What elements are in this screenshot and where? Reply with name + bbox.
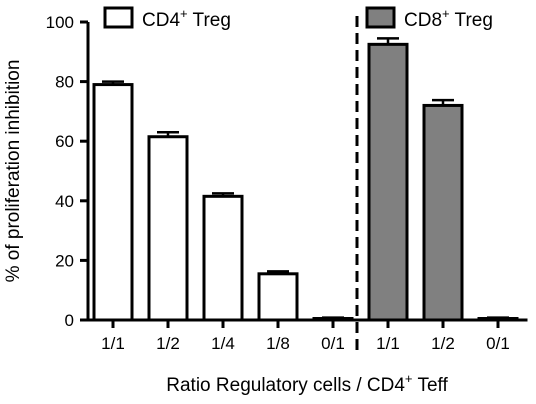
x-axis-title: Ratio Regulatory cells / CD4+ Teff <box>166 371 448 396</box>
legend-swatch-0 <box>103 6 134 29</box>
y-axis-title: % of proliferation inhibition <box>3 60 24 283</box>
legend-label-main-1: CD8 <box>404 10 442 31</box>
tick-labels: 0 20 40 60 80 100 1/1 1/2 1/4 1/8 0/1 1/1 1/2 0/1 Rati… <box>3 13 510 396</box>
x-tick-label-g0-2: 1/4 <box>211 334 235 353</box>
y-tick-label-0: 0 <box>65 311 74 330</box>
bar-g0-3 <box>257 272 299 322</box>
y-tick-label-3: 60 <box>55 132 74 151</box>
x-axis-title-sup: + <box>405 371 413 386</box>
legend-label-tail-1: Treg <box>450 10 493 31</box>
bar-g1-1 <box>422 103 464 322</box>
bar-g0-1 <box>147 135 189 322</box>
y-tick-label-4: 80 <box>55 73 74 92</box>
bar-g0-2 <box>202 194 244 322</box>
y-tick-label-5: 100 <box>46 13 74 32</box>
bar-g0-0 <box>92 83 134 322</box>
x-tick-label-g0-3: 1/8 <box>266 334 290 353</box>
bar-g1-0 <box>367 42 409 322</box>
legend-label-main-0: CD4 <box>142 10 180 31</box>
x-tick-label-g1-1: 1/2 <box>431 334 455 353</box>
legend-label-1: CD8+ Treg <box>404 6 493 31</box>
x-tick-label-g0-4: 0/1 <box>321 334 345 353</box>
legend: CD4+ Treg CD8+ Treg <box>103 6 493 31</box>
bars <box>92 37 519 322</box>
y-tick-label-2: 40 <box>55 192 74 211</box>
y-tick-label-1: 20 <box>55 251 74 270</box>
legend-swatch-1 <box>365 6 396 29</box>
x-axis-title-main: Ratio Regulatory cells / CD4 <box>166 375 405 396</box>
legend-label-sup-0: + <box>180 6 188 21</box>
legend-label-sup-1: + <box>442 6 450 21</box>
x-axis-title-tail: Teff <box>413 375 449 396</box>
legend-label-tail-0: Treg <box>188 10 231 31</box>
x-tick-label-g1-0: 1/1 <box>376 334 400 353</box>
legend-label-0: CD4+ Treg <box>142 6 231 31</box>
x-tick-label-g0-0: 1/1 <box>101 334 125 353</box>
x-tick-label-g1-2: 0/1 <box>486 334 510 353</box>
x-tick-label-g0-1: 1/2 <box>156 334 180 353</box>
